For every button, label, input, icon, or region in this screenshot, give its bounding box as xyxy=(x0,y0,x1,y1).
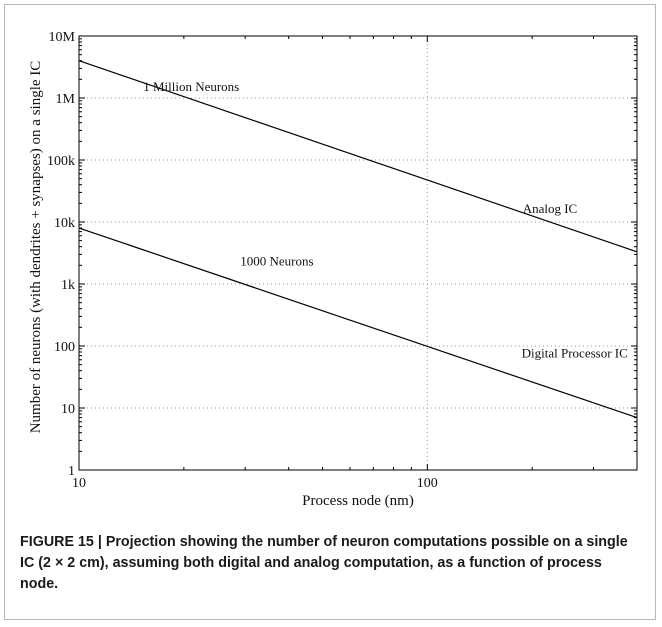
x-tick-label: 100 xyxy=(417,476,438,491)
y-tick-label: 100 xyxy=(54,340,75,355)
x-tick-label: 10 xyxy=(72,476,86,491)
series-lines xyxy=(78,60,638,419)
series-line-analog-ic xyxy=(78,60,638,253)
y-tick-label: 1k xyxy=(61,278,75,293)
y-tick-label: 10 xyxy=(61,402,75,417)
plot-area-frame xyxy=(78,35,638,471)
line-annotations: 1 Million Neurons 1000 Neurons Analog IC Di… xyxy=(143,79,628,361)
figure-caption: FIGURE 15 | Projection showing the numbe… xyxy=(20,534,628,592)
line-annotation: Digital Processor IC xyxy=(522,346,628,361)
y-tick-label: 10k xyxy=(54,216,75,231)
series-line-digital-processor-ic xyxy=(78,227,638,419)
y-tick-label: 1M xyxy=(56,92,76,107)
grid-lines xyxy=(79,36,637,470)
y-tick-label: 100k xyxy=(47,154,75,169)
y-tick-label: 10M xyxy=(49,30,76,45)
figure-panel xyxy=(4,4,656,620)
x-axis-label: Process node (nm) xyxy=(302,493,414,509)
line-annotation: 1 Million Neurons xyxy=(143,79,239,94)
line-annotation: Analog IC xyxy=(523,201,578,216)
line-annotation: 1000 Neurons xyxy=(240,253,313,268)
y-axis-label: Number of neurons (with dendrites + syna… xyxy=(28,61,44,434)
y-tick-label: 1 xyxy=(68,464,75,479)
